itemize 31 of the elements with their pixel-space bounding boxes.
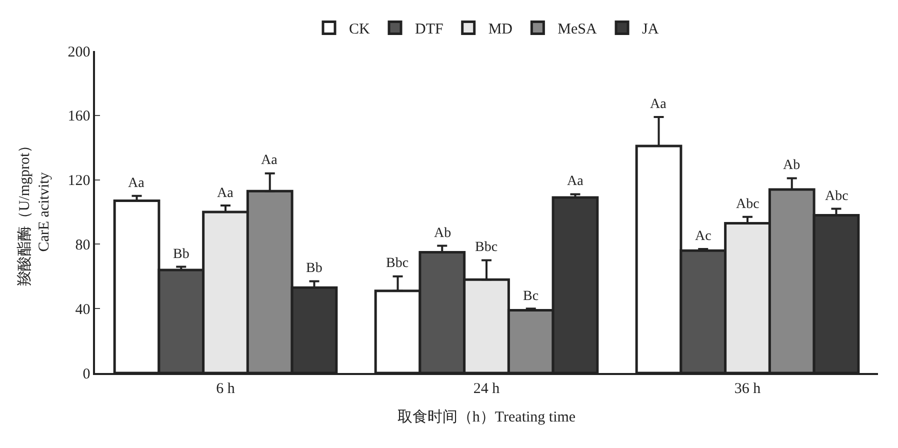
data-label: Bc (523, 289, 539, 304)
y-axis-title: 羧酸酯酶（U/mgprot） CarE acitvity (16, 138, 52, 286)
legend-label: MD (488, 22, 513, 38)
data-label: Bbc (475, 240, 498, 255)
data-label: Ab (434, 226, 452, 241)
legend-label: MeSA (558, 22, 598, 38)
data-label: Aa (650, 97, 668, 112)
y-tick-label: 40 (75, 302, 90, 318)
y-tick-label: 160 (68, 108, 90, 125)
x-tick-label: 36 h (734, 380, 762, 397)
legend-label: CK (349, 22, 370, 38)
legend-label: JA (642, 22, 659, 38)
data-label: Ac (695, 229, 712, 244)
data-label: Aa (567, 174, 584, 189)
data-label: Ab (783, 158, 800, 173)
data-label: Abc (825, 189, 848, 204)
x-axis-title: 取食时间（h）Treating time (397, 408, 576, 426)
data-label: Bb (173, 247, 190, 262)
y-tick-label: 80 (75, 237, 90, 254)
y-tick-label: 200 (68, 44, 90, 60)
x-tick-label: 6 h (216, 380, 236, 397)
data-label: Bbc (386, 256, 409, 271)
legend-label: DTF (415, 22, 444, 38)
x-tick-label: 24 h (473, 380, 500, 397)
data-label: Aa (261, 153, 278, 168)
data-label: Abc (736, 197, 760, 212)
y-tick-label: 0 (82, 366, 90, 382)
y-tick-label: 120 (68, 173, 90, 190)
data-label: Aa (217, 186, 234, 201)
data-label: Bb (306, 261, 322, 276)
data-label: Aa (128, 176, 146, 191)
